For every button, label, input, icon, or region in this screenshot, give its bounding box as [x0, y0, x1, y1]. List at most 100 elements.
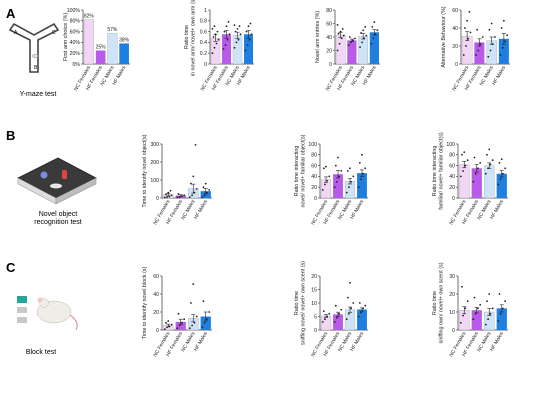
y-tick-label: 100 [150, 178, 159, 184]
data-point [167, 191, 170, 194]
data-point [374, 33, 377, 36]
y-axis-label: Ratio time interactingfamiliar/ novel+ f… [432, 132, 445, 210]
data-point [476, 28, 479, 31]
data-point [326, 179, 328, 182]
bar [95, 50, 106, 64]
charts-group: 0% 20% 40% 60% 80% 100%First arm choice (%) 82… [63, 0, 510, 358]
bar [357, 173, 367, 198]
y-tick-label: 15 [311, 287, 317, 293]
data-point [499, 54, 502, 56]
chart-c2: 0 5 10 15 20 Ratio timesniffing novel/ novel+… [294, 261, 368, 358]
bar [471, 310, 482, 330]
data-point [223, 30, 226, 33]
data-point [244, 49, 247, 52]
data-point [336, 23, 339, 26]
data-point [488, 148, 491, 151]
y-tick-label: 30 [449, 274, 455, 280]
data-point [348, 36, 351, 38]
data-point [473, 156, 476, 159]
data-point [479, 162, 482, 164]
y-axis-label-line: Ratio time [432, 291, 438, 315]
data-point [487, 318, 490, 321]
data-point [472, 318, 475, 321]
data-point [361, 41, 363, 44]
y-tick-label: 40 [326, 35, 332, 41]
data-point [212, 36, 215, 38]
y-tick-label: 40% [70, 40, 81, 46]
y-tick-label: 20 [326, 48, 332, 54]
bar [369, 32, 379, 64]
bar [175, 321, 186, 330]
data-point [336, 316, 338, 319]
data-point [477, 49, 480, 52]
data-point [358, 302, 361, 304]
data-point [215, 42, 218, 45]
data-point [208, 311, 211, 313]
data-point [195, 188, 198, 190]
bar [496, 308, 507, 330]
data-point [490, 22, 493, 25]
data-point [227, 20, 230, 23]
maze-arm-label-c: C [52, 30, 56, 36]
bar [333, 314, 343, 330]
y-tick-label: 20 [311, 274, 317, 280]
data-point [325, 165, 327, 168]
y-tick-label: 20 [153, 310, 159, 316]
y-tick-label: 0 [314, 328, 317, 334]
y-axis-label-line: Time to identify novel block (s) [142, 267, 148, 340]
y-axis-label-line: Alternative Behaviour (%) [441, 6, 447, 67]
data-point [168, 325, 171, 328]
data-point [462, 54, 465, 56]
data-point [337, 156, 339, 159]
data-point [217, 38, 220, 41]
data-point [336, 180, 338, 183]
y-tick-label: 20 [452, 44, 458, 50]
data-point [350, 307, 352, 310]
data-point [338, 42, 341, 45]
y-tick-label: 0.8 [200, 19, 207, 25]
data-point [163, 196, 166, 199]
data-point [484, 323, 487, 326]
data-point [224, 44, 227, 46]
data-point [338, 175, 340, 178]
bar [333, 174, 343, 198]
data-point [475, 54, 477, 56]
data-point [491, 307, 494, 310]
data-point [191, 324, 194, 327]
data-point [328, 175, 331, 178]
data-point [466, 159, 469, 162]
data-point [499, 312, 502, 315]
y-tick-label: 0 [314, 196, 317, 202]
data-point [211, 52, 214, 55]
data-point [338, 312, 340, 315]
data-point [476, 307, 479, 310]
y-axis-label-line: Ratio time interacting [294, 146, 300, 197]
bar [335, 34, 346, 65]
data-point [498, 293, 501, 295]
bar [119, 43, 129, 64]
data-point [362, 29, 365, 32]
panel-letter-c: C [6, 260, 16, 275]
data-point [326, 315, 328, 318]
data-point [165, 193, 167, 196]
data-point [357, 186, 360, 189]
bar [357, 309, 367, 330]
data-point [500, 27, 503, 29]
data-point [328, 312, 331, 315]
data-point [462, 170, 465, 172]
data-point [489, 49, 492, 52]
data-point [248, 38, 251, 41]
data-point [340, 170, 343, 172]
y-axis-label-line: familiar/ novel+ familiar object(s) [439, 132, 445, 210]
data-point [349, 167, 351, 170]
data-point [345, 191, 348, 194]
data-point [465, 45, 467, 47]
data-point [339, 30, 342, 33]
data-point [322, 167, 325, 170]
data-point [491, 159, 494, 162]
data-point [504, 167, 507, 170]
